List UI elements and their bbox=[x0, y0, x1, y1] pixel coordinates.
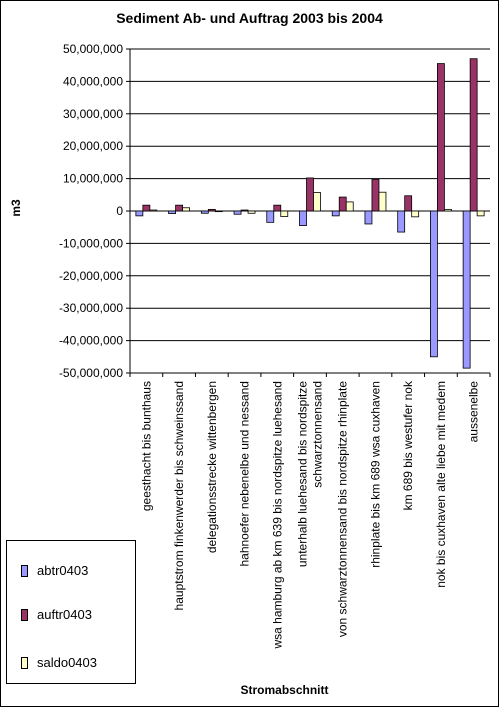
x-axis-title: Stromabschnitt bbox=[240, 683, 329, 697]
y-tick-label: -50,000,000 bbox=[59, 366, 123, 380]
bar-auftr0403 bbox=[240, 209, 249, 212]
bar-abtr0403 bbox=[331, 210, 340, 217]
bar-abtr0403 bbox=[364, 210, 373, 225]
bar-saldo0403 bbox=[214, 210, 223, 213]
bar-saldo0403 bbox=[378, 191, 387, 212]
x-tick-label: geesthacht bis bunthaus bbox=[139, 381, 153, 511]
bar-saldo0403 bbox=[444, 208, 452, 212]
bar-abtr0403 bbox=[200, 210, 209, 214]
x-tick-label: hahnoefer nebenelbe und nessand bbox=[238, 381, 252, 567]
x-tick-label: km 689 bis westufer nok bbox=[401, 380, 415, 510]
y-tick-label: 10,000,000 bbox=[63, 172, 123, 186]
x-tick-label: delegationsstrecke wittenbergen bbox=[205, 381, 219, 553]
bar-abtr0403 bbox=[430, 210, 438, 358]
legend-swatch-abtr0403 bbox=[21, 565, 28, 577]
x-tick-label: rhinplate bis km 689 wsa cuxhaven bbox=[368, 381, 382, 568]
bar-saldo0403 bbox=[149, 209, 158, 212]
bar-saldo0403 bbox=[411, 210, 420, 218]
y-tick-label: 50,000,000 bbox=[63, 42, 123, 56]
y-tick-label: 20,000,000 bbox=[63, 139, 123, 153]
bar-saldo0403 bbox=[280, 210, 289, 217]
bar-saldo0403 bbox=[476, 210, 485, 217]
bar-auftr0403 bbox=[142, 204, 151, 212]
y-tick-label: 30,000,000 bbox=[63, 107, 123, 121]
bar-abtr0403 bbox=[397, 210, 406, 233]
y-tick-label: 40,000,000 bbox=[63, 74, 123, 88]
bar-abtr0403 bbox=[299, 210, 307, 226]
bar-auftr0403 bbox=[469, 58, 478, 212]
bar-saldo0403 bbox=[313, 192, 321, 212]
bar-abtr0403 bbox=[462, 210, 471, 369]
x-tick-label: nok bis cuxhaven alte liebe mit medem bbox=[434, 381, 448, 588]
bar-auftr0403 bbox=[207, 208, 216, 212]
legend-label: auftr0403 bbox=[37, 607, 92, 622]
bar-auftr0403 bbox=[306, 177, 314, 212]
y-tick-label: 0 bbox=[116, 204, 123, 218]
bar-abtr0403 bbox=[168, 210, 176, 214]
y-tick-label: -20,000,000 bbox=[59, 269, 123, 283]
x-tick-label: hauptstrom finkenwerder bis schweinssand bbox=[172, 381, 186, 610]
bar-auftr0403 bbox=[437, 63, 445, 212]
x-tick-label: wsa hamburg ab km 639 bis nordspitze lue… bbox=[270, 381, 284, 650]
x-tick-label: unterhalb luehesand bis nordspitze bbox=[296, 381, 310, 567]
y-tick-label: -30,000,000 bbox=[59, 301, 123, 315]
chart-title: Sediment Ab- und Auftrag 2003 bis 2004 bbox=[116, 10, 383, 26]
y-tick-label: -40,000,000 bbox=[59, 334, 123, 348]
x-tick-label: schwarztonnensand bbox=[311, 381, 325, 488]
bar-saldo0403 bbox=[345, 201, 354, 212]
bar-abtr0403 bbox=[135, 210, 144, 217]
x-tick-label: von schwarztonnensand bis nordspitze rhi… bbox=[336, 381, 350, 637]
bar-auftr0403 bbox=[404, 195, 413, 212]
legend-swatch-auftr0403 bbox=[21, 609, 28, 621]
bar-auftr0403 bbox=[371, 178, 380, 212]
x-tick-label: aussenelbe bbox=[467, 381, 481, 443]
bar-auftr0403 bbox=[175, 204, 183, 212]
legend-label: saldo0403 bbox=[37, 655, 97, 670]
bar-auftr0403 bbox=[338, 196, 347, 212]
bar-auftr0403 bbox=[273, 204, 282, 212]
bar-saldo0403 bbox=[182, 207, 190, 212]
bar-abtr0403 bbox=[233, 210, 242, 215]
bar-saldo0403 bbox=[247, 210, 256, 214]
legend-label: abtr0403 bbox=[37, 563, 89, 578]
legend: abtr0403 auftr0403 saldo0403 bbox=[6, 540, 136, 684]
bar-abtr0403 bbox=[266, 210, 275, 223]
legend-swatch-saldo0403 bbox=[21, 657, 28, 669]
y-tick-label: -10,000,000 bbox=[59, 236, 123, 250]
